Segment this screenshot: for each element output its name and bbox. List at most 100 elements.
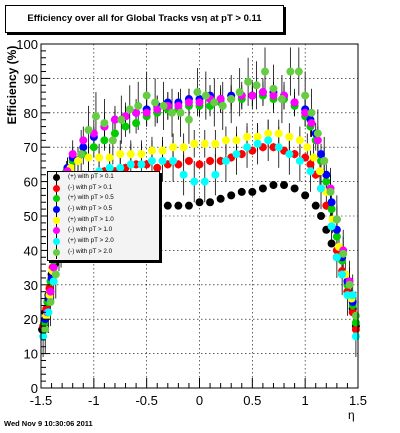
data-point-series-7 — [252, 81, 261, 90]
legend-marker — [53, 216, 60, 224]
data-point-series-7 — [261, 67, 270, 76]
data-point-series-3 — [79, 143, 88, 152]
x-tick-label-6: 1.5 — [349, 393, 367, 408]
data-point-series-0 — [269, 181, 278, 190]
data-point-series-6 — [158, 156, 167, 165]
data-point-series-4 — [253, 132, 262, 141]
footer-timestamp: Wed Nov 9 10:30:06 2011 — [4, 419, 93, 428]
data-point-series-6 — [327, 222, 336, 231]
data-point-series-6 — [348, 291, 357, 300]
data-point-series-6 — [232, 150, 241, 159]
data-point-series-5 — [269, 91, 278, 100]
legend-marker — [53, 195, 60, 203]
legend-item: (-) with pT > 2.0 — [48, 245, 159, 259]
data-point-series-4 — [309, 153, 318, 162]
data-point-series-7 — [159, 101, 168, 110]
data-point-series-0 — [311, 201, 320, 210]
data-point-series-7 — [168, 108, 177, 117]
data-point-series-1 — [153, 163, 162, 172]
data-point-series-6 — [338, 270, 347, 279]
data-point-series-6 — [317, 184, 326, 193]
x-tick-label-3: 0 — [196, 393, 203, 408]
data-point-series-0 — [163, 201, 172, 210]
data-point-series-2 — [89, 143, 98, 152]
data-point-series-0 — [184, 201, 193, 210]
chart-title: Efficiency over all for Global Tracks vs… — [5, 5, 284, 33]
data-point-series-7 — [193, 88, 202, 97]
data-point-series-0 — [227, 191, 236, 200]
data-point-series-4 — [137, 150, 146, 159]
data-point-series-2 — [327, 205, 336, 214]
data-point-series-1 — [184, 156, 193, 165]
data-point-series-0 — [301, 191, 310, 200]
data-point-series-2 — [132, 119, 141, 128]
legend-item: (+) with pT > 2.0 — [48, 235, 159, 248]
y-tick-label-3: 30 — [24, 278, 38, 293]
data-point-series-6 — [332, 253, 341, 262]
data-point-series-4 — [179, 143, 188, 152]
data-point-series-6 — [306, 167, 315, 176]
data-point-series-4 — [158, 146, 167, 155]
data-point-series-0 — [327, 239, 336, 248]
data-point-series-0 — [248, 187, 257, 196]
legend-item: (-) with pT > 0.1 — [48, 181, 159, 195]
data-point-series-6 — [221, 156, 230, 165]
data-point-series-4 — [147, 146, 156, 155]
data-point-series-7 — [134, 101, 143, 110]
data-point-series-6 — [179, 170, 188, 179]
x-tick-label-1: -1 — [88, 393, 100, 408]
x-tick-label-0: -1.5 — [30, 393, 52, 408]
y-tick-label-6: 60 — [24, 175, 38, 190]
data-point-series-5 — [49, 263, 58, 272]
legend-label: (-) with pT > 1.0 — [68, 226, 113, 234]
legend-marker — [53, 174, 60, 181]
data-point-series-4 — [264, 129, 273, 138]
data-point-series-5 — [68, 150, 77, 159]
data-point-series-2 — [322, 177, 331, 186]
data-point-series-1 — [195, 160, 204, 169]
data-point-series-6 — [253, 139, 262, 148]
data-point-series-7 — [307, 108, 316, 117]
data-point-series-5 — [184, 98, 193, 107]
data-point-series-4 — [105, 153, 114, 162]
data-point-series-6 — [105, 163, 114, 172]
data-point-series-4 — [274, 129, 283, 138]
data-point-series-5 — [79, 136, 88, 145]
data-point-series-7 — [108, 136, 117, 145]
data-point-series-0 — [195, 198, 204, 207]
legend-marker — [53, 206, 60, 214]
data-point-series-6 — [49, 277, 58, 286]
data-point-series-2 — [110, 129, 119, 138]
data-point-series-4 — [126, 150, 135, 159]
data-point-series-0 — [206, 198, 215, 207]
data-point-series-4 — [73, 156, 82, 165]
data-point-series-0 — [216, 194, 225, 203]
data-point-series-5 — [142, 108, 151, 117]
data-point-series-7 — [176, 108, 185, 117]
data-point-series-4 — [211, 139, 220, 148]
data-point-series-7 — [244, 77, 253, 86]
data-point-series-3 — [317, 150, 326, 159]
data-point-series-7 — [332, 215, 341, 224]
data-point-series-7 — [320, 156, 329, 165]
data-point-series-1 — [306, 160, 315, 169]
data-point-series-4 — [243, 132, 252, 141]
data-point-series-7 — [117, 115, 126, 124]
data-point-series-4 — [295, 136, 304, 145]
data-point-series-6 — [137, 160, 146, 169]
data-point-series-4 — [303, 143, 312, 152]
x-tick-label-5: 1 — [302, 393, 309, 408]
data-point-series-6 — [243, 143, 252, 152]
data-point-series-0 — [290, 184, 299, 193]
axes: 0 10 20 30 40 50 60 70 80 90 100 -1.5 -1 -0.5 0 0.5 1 1.5 — [16, 37, 367, 408]
data-point-series-1 — [351, 325, 360, 334]
data-point-series-7 — [326, 187, 335, 196]
legend-marker — [53, 248, 60, 256]
legend-item: (+) with pT > 1.0 — [48, 213, 159, 227]
x-tick-label-4: 0.5 — [243, 393, 261, 408]
data-point-series-6 — [147, 156, 156, 165]
data-point-series-7 — [294, 67, 303, 76]
data-point-series-4 — [232, 136, 241, 145]
data-point-series-0 — [237, 187, 246, 196]
y-tick-label-4: 40 — [24, 243, 38, 258]
